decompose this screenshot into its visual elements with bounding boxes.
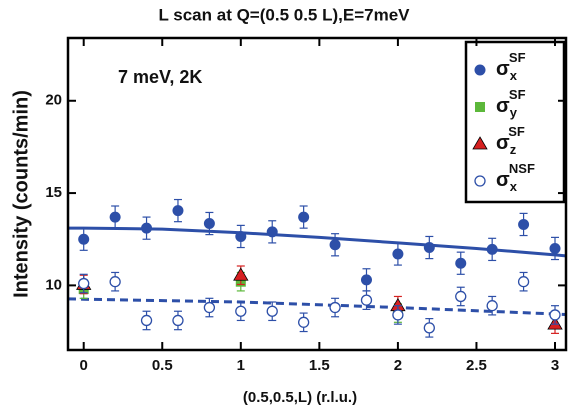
marker [266, 226, 278, 238]
legend-text: σ [496, 132, 510, 154]
legend-text: σ [496, 58, 510, 80]
legend-text: y [510, 105, 518, 120]
marker [109, 211, 121, 223]
x-tick-label: 1.5 [309, 357, 330, 374]
x-tick-label: 2 [394, 357, 402, 374]
x-tick-label: 2.5 [466, 357, 487, 374]
marker [392, 248, 404, 260]
fit-line [68, 226, 566, 258]
legend-text: σ [496, 95, 510, 117]
legend-text: SF [509, 50, 526, 65]
annotation: 7 meV, 2K [118, 67, 202, 87]
fit-line [68, 297, 566, 317]
marker [298, 211, 310, 223]
legend-label: σz SF [496, 124, 525, 157]
y-axis-label: Intensity (counts/min) [10, 90, 32, 298]
legend-label: σx SF [496, 50, 526, 83]
marker [486, 300, 498, 312]
marker [518, 218, 530, 230]
marker [360, 294, 373, 306]
y-tick-label: 20 [45, 92, 62, 109]
legend-text: SF [508, 124, 525, 139]
legend-text: SF [509, 87, 526, 102]
marker [329, 239, 341, 251]
marker [423, 322, 435, 334]
marker [235, 230, 247, 242]
marker [549, 242, 561, 254]
marker [329, 301, 341, 314]
legend-label: σx NSF [496, 161, 535, 194]
marker [203, 301, 216, 314]
x-tick-label: 0 [80, 357, 88, 374]
marker [266, 305, 278, 317]
legend-marker [472, 136, 488, 150]
legend-marker [474, 64, 486, 76]
marker [235, 305, 247, 317]
legend-marker [475, 102, 485, 112]
legend-text: x [510, 179, 518, 194]
marker [78, 233, 90, 245]
legend-marker [474, 175, 486, 187]
marker [141, 222, 153, 234]
marker [392, 309, 404, 321]
marker [140, 314, 153, 327]
legend-text: σ [496, 169, 510, 191]
marker [423, 242, 435, 254]
legend-text: NSF [509, 161, 535, 176]
marker [517, 276, 530, 288]
legend-label: σy SF [496, 87, 526, 120]
marker [360, 274, 372, 286]
x-tick-label: 3 [551, 357, 559, 374]
chart-title: L scan at Q=(0.5 0.5 L),E=7meV [158, 5, 410, 24]
marker [172, 314, 184, 327]
marker [78, 277, 90, 290]
legend-text: z [510, 142, 517, 157]
marker [486, 243, 498, 255]
marker [297, 316, 310, 328]
legend-text: x [510, 68, 518, 83]
marker [455, 257, 467, 269]
x-tick-label: 0.5 [152, 357, 173, 374]
y-tick-label: 15 [45, 184, 62, 201]
marker [203, 218, 215, 230]
marker [172, 205, 184, 217]
plot-area [68, 198, 566, 338]
marker [455, 290, 467, 303]
marker [109, 276, 121, 288]
x-tick-label: 1 [237, 357, 245, 374]
y-tick-label: 10 [45, 276, 62, 293]
marker [233, 267, 249, 281]
x-axis-label: (0.5,0.5,L) (r.l.u.) [243, 389, 357, 406]
marker [549, 309, 561, 321]
